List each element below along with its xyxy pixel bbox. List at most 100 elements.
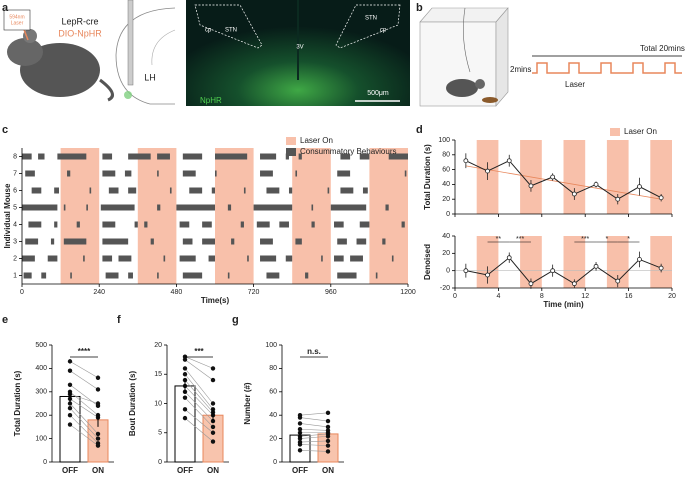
pair-line [299, 444, 329, 446]
laser-window [563, 236, 586, 288]
legend-label: Laser On [300, 136, 333, 145]
x-tick-label: 480 [171, 289, 183, 296]
y-tick-label: 60 [269, 389, 277, 396]
significance-label: **** [78, 347, 91, 356]
behaviour-bout [260, 238, 273, 245]
behaviour-bout [38, 153, 45, 160]
behaviour-bout [334, 221, 344, 228]
region-label: LH [144, 72, 156, 82]
laser-label: 594nm [9, 14, 24, 20]
significance-label: *** [194, 347, 204, 356]
y-tick-label: 400 [35, 365, 47, 372]
y-tick-label: 10 [154, 400, 162, 407]
panel-label: a [2, 2, 9, 14]
behaviour-bout [404, 170, 407, 177]
behaviour-bout [63, 204, 66, 211]
y-tick-label: 5 [13, 204, 17, 211]
data-point [210, 401, 216, 406]
data-point [95, 387, 101, 392]
y-tick-label: 100 [438, 137, 450, 144]
data-point [182, 366, 188, 371]
pair-line [184, 359, 214, 381]
significance-label: *** [516, 236, 524, 243]
behaviour-bout [54, 187, 59, 194]
behaviour-bout [256, 221, 270, 228]
mouse-illustration [3, 9, 114, 102]
pair-line [69, 361, 99, 379]
data-point [67, 359, 73, 364]
behaviour-bout [279, 221, 289, 228]
pair-line [299, 428, 329, 431]
behaviour-bout [182, 272, 203, 279]
pair-line [69, 403, 99, 435]
y-tick-label: 20 [269, 435, 277, 442]
behaviour-bout [388, 153, 408, 160]
data-point [593, 263, 599, 269]
y-axis-label: Total Duration (s) [423, 144, 432, 210]
data-point [297, 427, 303, 432]
y-axis-label: Total Duration (s) [13, 370, 22, 436]
x-tick-label: 720 [248, 289, 260, 296]
behaviour-bout [391, 255, 394, 262]
data-point [297, 421, 303, 426]
behaviour-bout [266, 187, 280, 194]
x-tick-label: OFF [177, 466, 193, 475]
behaviour-bout [362, 187, 368, 194]
behaviour-bout [157, 272, 159, 279]
significance-label: ** [496, 236, 502, 243]
behaviour-bout [179, 221, 190, 228]
behaviour-bout [182, 238, 193, 245]
laser-window [563, 140, 586, 214]
data-point [615, 196, 621, 202]
y-axis-label: Bout Duration (s) [128, 371, 137, 437]
pair-line [69, 393, 99, 404]
pair-line [184, 379, 214, 413]
mouse-line: LepR-cre [61, 16, 98, 26]
behaviour-bout [134, 221, 138, 228]
y-tick-label: 3 [13, 238, 17, 245]
x-tick-label: 16 [625, 293, 633, 300]
x-tick-label: 960 [325, 289, 337, 296]
y-tick-label: 100 [35, 435, 47, 442]
behaviour-bout [295, 170, 298, 177]
data-point [182, 357, 188, 362]
image-label: cp [205, 28, 212, 34]
behaviour-bout [102, 238, 129, 245]
data-point [550, 268, 556, 274]
data-point [463, 158, 469, 164]
brain-section [115, 0, 176, 105]
behaviour-bout [128, 272, 133, 279]
y-tick-label: 4 [13, 221, 17, 228]
data-point [297, 448, 303, 453]
legend-label: Laser On [624, 127, 657, 136]
data-point [182, 395, 188, 400]
behaviour-bout [179, 255, 196, 262]
behaviour-bout [89, 187, 92, 194]
pair-line [184, 409, 214, 433]
x-tick-label: 8 [540, 293, 544, 300]
panel-label: f [117, 314, 121, 326]
laser-label: Laser [11, 20, 24, 26]
panel-label: c [2, 124, 8, 136]
data-point [297, 442, 303, 447]
y-tick-label: 40 [442, 233, 450, 240]
data-point [67, 368, 73, 373]
behaviour-bout [57, 153, 87, 160]
y-tick-label: 0 [273, 459, 277, 466]
behaviour-bout [128, 153, 151, 160]
panel-label: g [232, 314, 239, 326]
panel-label: e [2, 314, 8, 326]
pair-line [299, 433, 329, 437]
data-point [325, 449, 331, 454]
behaviour-bout [337, 170, 351, 177]
data-point [95, 436, 101, 441]
pair-line [299, 450, 329, 452]
x-tick-label: 20 [668, 293, 676, 300]
data-line [465, 160, 662, 200]
y-tick-label: 0 [158, 459, 162, 466]
y-axis-label: Denoised [423, 244, 432, 280]
behaviour-bout [227, 272, 230, 279]
data-point [571, 281, 577, 287]
behaviour-bout [102, 153, 113, 160]
behaviour-bout [157, 153, 170, 160]
